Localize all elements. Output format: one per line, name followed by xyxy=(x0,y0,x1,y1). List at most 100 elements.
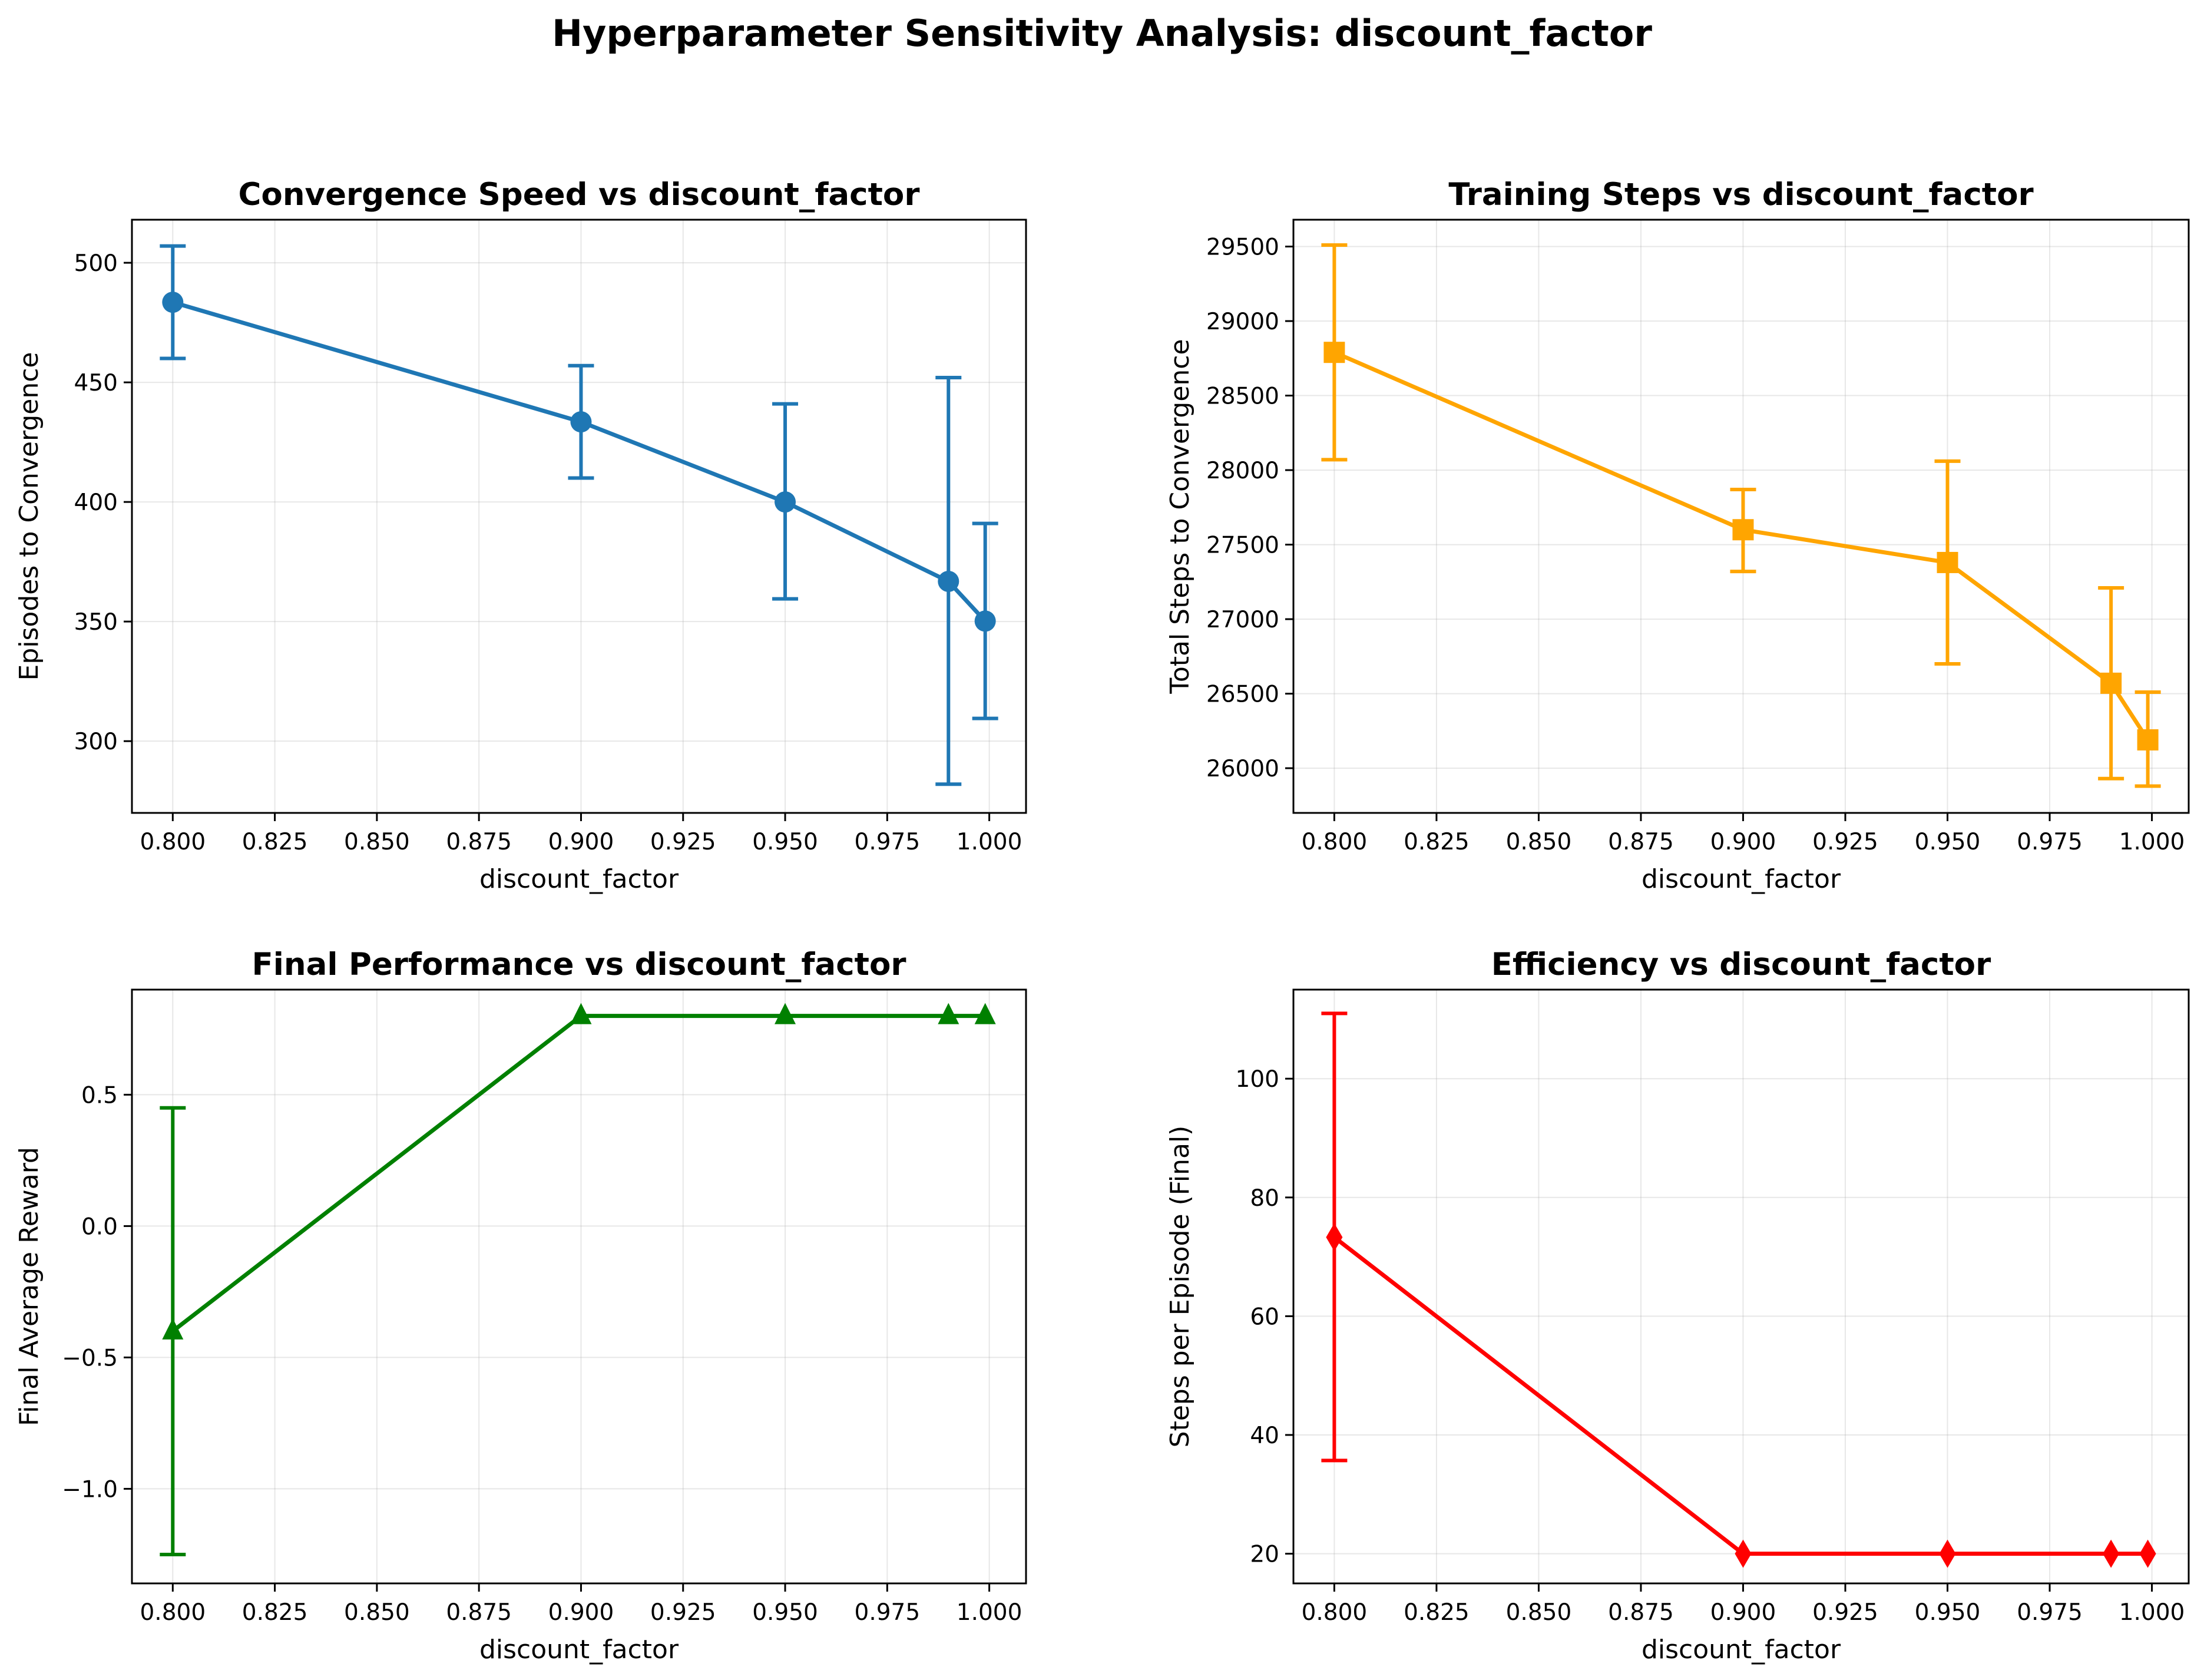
efficiency-data-point xyxy=(1939,1539,1956,1568)
subplot-grid: 0.800 0.825 0.850 0.875 0.900 0.925 0.950 0.975… xyxy=(14,177,2190,1665)
final-performance-x-tick-label: 0.975 xyxy=(855,1599,921,1626)
convergence-speed-data-point xyxy=(974,610,996,632)
training-steps-x-tick-label: 0.850 xyxy=(1506,829,1572,855)
convergence-speed-x-tick-label: 0.825 xyxy=(242,829,308,855)
convergence-speed-data-point xyxy=(775,491,796,513)
efficiency-y-tick-label: 100 xyxy=(1236,1066,1279,1093)
training-steps-x-tick-label: 0.825 xyxy=(1404,829,1470,855)
final-performance-data-point xyxy=(775,1003,796,1024)
convergence-speed-data-point xyxy=(938,570,959,592)
training-steps-y-axis-label: Total Steps to Convergence xyxy=(1165,339,1195,694)
final-performance-title: Final Performance vs discount_factor xyxy=(251,947,906,983)
efficiency-y-tick-label: 20 xyxy=(1250,1542,1279,1568)
efficiency-x-tick-label: 0.925 xyxy=(1812,1599,1878,1626)
training-steps-x-tick-label: 0.950 xyxy=(1915,829,1981,855)
final-performance-x-tick-label: 0.800 xyxy=(140,1599,206,1626)
training-steps-y-tick-label: 27500 xyxy=(1206,533,1279,559)
convergence-speed-y-tick-label: 400 xyxy=(74,490,118,516)
convergence-speed-x-tick-label: 0.950 xyxy=(752,829,818,855)
final-performance-data-point xyxy=(162,1318,184,1340)
convergence-speed-data-point xyxy=(570,411,592,433)
final-performance-x-axis-label: discount_factor xyxy=(479,1635,679,1665)
final-performance-data-point xyxy=(570,1003,592,1024)
training-steps-x-axis-label: discount_factor xyxy=(1642,864,1841,894)
efficiency-axes-frame xyxy=(1292,988,2190,1585)
convergence-speed-x-tick-label: 0.925 xyxy=(650,829,716,855)
efficiency-x-tick-label: 0.950 xyxy=(1915,1599,1981,1626)
convergence-speed-x-tick-label: 0.975 xyxy=(855,829,921,855)
convergence-speed-y-tick-label: 350 xyxy=(74,609,118,636)
convergence-speed-data-point xyxy=(162,292,184,313)
efficiency-y-tick-label: 60 xyxy=(1250,1304,1279,1330)
efficiency-x-axis-label: discount_factor xyxy=(1642,1635,1841,1665)
final-performance-x-tick-label: 1.000 xyxy=(957,1599,1022,1626)
convergence-speed-y-tick-label: 300 xyxy=(74,729,118,755)
final-performance-y-tick-label: −1.0 xyxy=(62,1476,118,1503)
efficiency-x-tick-label: 0.825 xyxy=(1404,1599,1470,1626)
convergence-speed-x-tick-label: 0.800 xyxy=(140,829,206,855)
training-steps-y-tick-label: 28000 xyxy=(1206,458,1279,484)
final-performance-y-tick-label: 0.0 xyxy=(81,1213,118,1240)
final-performance-y-tick-label: −0.5 xyxy=(62,1345,118,1371)
final-performance-x-tick-label: 0.900 xyxy=(548,1599,614,1626)
efficiency-x-tick-label: 0.850 xyxy=(1506,1599,1572,1626)
training-steps-y-tick-label: 26500 xyxy=(1206,682,1279,708)
final-performance-panel: 0.800 0.825 0.850 0.875 0.900 0.925 0.950 0.975… xyxy=(14,947,1027,1665)
final-performance-x-tick-label: 0.850 xyxy=(344,1599,410,1626)
training-steps-y-tick-label: 26000 xyxy=(1206,756,1279,782)
efficiency-y-axis-label: Steps per Episode (Final) xyxy=(1165,1126,1195,1448)
training-steps-data-point xyxy=(1732,519,1754,541)
training-steps-data-point xyxy=(1937,551,1958,573)
training-steps-x-tick-label: 0.900 xyxy=(1710,829,1776,855)
convergence-speed-x-axis-label: discount_factor xyxy=(479,864,679,894)
training-steps-x-tick-label: 0.875 xyxy=(1608,829,1674,855)
convergence-speed-panel: 0.800 0.825 0.850 0.875 0.900 0.925 0.950 0.975… xyxy=(14,177,1027,894)
final-performance-data-point xyxy=(974,1003,996,1024)
final-performance-x-tick-label: 0.925 xyxy=(650,1599,716,1626)
training-steps-y-tick-label: 29500 xyxy=(1206,234,1279,261)
efficiency-panel: 0.800 0.825 0.850 0.875 0.900 0.925 0.950 0.975… xyxy=(1165,947,2190,1665)
final-performance-y-tick-label: 0.5 xyxy=(81,1082,118,1109)
efficiency-x-tick-label: 0.800 xyxy=(1302,1599,1368,1626)
convergence-speed-x-tick-label: 1.000 xyxy=(957,829,1022,855)
final-performance-x-tick-label: 0.825 xyxy=(242,1599,308,1626)
final-performance-data-point xyxy=(938,1003,959,1024)
convergence-speed-y-tick-label: 450 xyxy=(74,370,118,396)
training-steps-y-tick-label: 28500 xyxy=(1206,383,1279,410)
training-steps-title: Training Steps vs discount_factor xyxy=(1448,177,2033,213)
final-performance-x-tick-label: 0.875 xyxy=(446,1599,512,1626)
efficiency-y-tick-label: 40 xyxy=(1250,1423,1279,1449)
efficiency-x-tick-label: 0.975 xyxy=(2017,1599,2083,1626)
final-performance-y-axis-label: Final Average Reward xyxy=(14,1147,44,1426)
figure-title: Hyperparameter Sensitivity Analysis: dis… xyxy=(552,12,1652,55)
convergence-speed-y-axis-label: Episodes to Convergence xyxy=(14,352,44,681)
training-steps-panel: 0.800 0.825 0.850 0.875 0.900 0.925 0.950 0.975… xyxy=(1165,177,2190,894)
convergence-speed-x-tick-label: 0.850 xyxy=(344,829,410,855)
efficiency-x-tick-label: 0.875 xyxy=(1608,1599,1674,1626)
efficiency-data-point xyxy=(1735,1539,1752,1568)
training-steps-data-point xyxy=(2100,672,2122,694)
efficiency-data-point xyxy=(2139,1539,2156,1568)
training-steps-data-point xyxy=(1323,342,1345,363)
final-performance-axes-frame xyxy=(131,988,1027,1585)
efficiency-y-tick-label: 80 xyxy=(1250,1185,1279,1212)
convergence-speed-x-tick-label: 0.875 xyxy=(446,829,512,855)
convergence-speed-axes-frame xyxy=(131,219,1027,814)
training-steps-x-tick-label: 0.975 xyxy=(2017,829,2083,855)
efficiency-x-tick-label: 1.000 xyxy=(2119,1599,2185,1626)
efficiency-title: Efficiency vs discount_factor xyxy=(1491,947,1991,983)
training-steps-axes-frame xyxy=(1292,219,2190,814)
training-steps-data-point xyxy=(2137,729,2159,751)
efficiency-data-point xyxy=(2103,1539,2120,1568)
training-steps-x-tick-label: 0.925 xyxy=(1812,829,1878,855)
efficiency-x-tick-label: 0.900 xyxy=(1710,1599,1776,1626)
convergence-speed-title: Convergence Speed vs discount_factor xyxy=(239,177,920,213)
training-steps-x-tick-label: 1.000 xyxy=(2119,829,2185,855)
training-steps-y-tick-label: 29000 xyxy=(1206,309,1279,335)
efficiency-data-point xyxy=(1326,1223,1343,1252)
convergence-speed-y-tick-label: 500 xyxy=(74,250,118,277)
training-steps-y-tick-label: 27000 xyxy=(1206,607,1279,633)
final-performance-x-tick-label: 0.950 xyxy=(752,1599,818,1626)
